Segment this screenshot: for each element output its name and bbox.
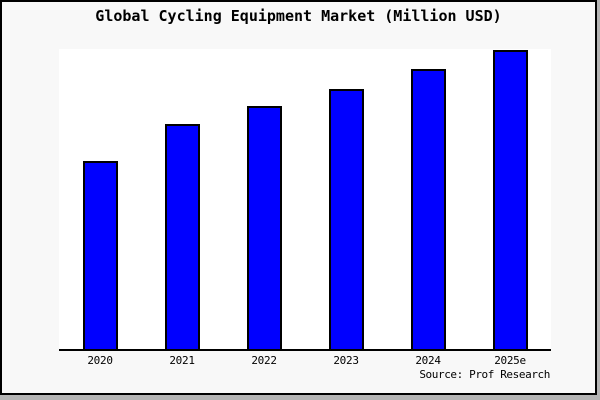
bar-2025e (492, 50, 528, 349)
bar-2020 (82, 161, 118, 349)
plot-area (59, 49, 551, 351)
x-tick-2022: 2022 (251, 354, 277, 367)
source-text: Source: Prof Research (419, 368, 550, 381)
x-tick-2020: 2020 (87, 354, 113, 367)
x-tick-2023: 2023 (333, 354, 359, 367)
chart-title: Global Cycling Equipment Market (Million… (95, 7, 502, 25)
x-tick-2025e: 2025e (494, 354, 526, 367)
bar-2024 (410, 69, 446, 349)
x-tick-2024: 2024 (415, 354, 441, 367)
bar-2021 (164, 124, 200, 349)
x-tick-2021: 2021 (169, 354, 195, 367)
bar-2022 (246, 106, 282, 349)
bar-2023 (328, 89, 364, 349)
